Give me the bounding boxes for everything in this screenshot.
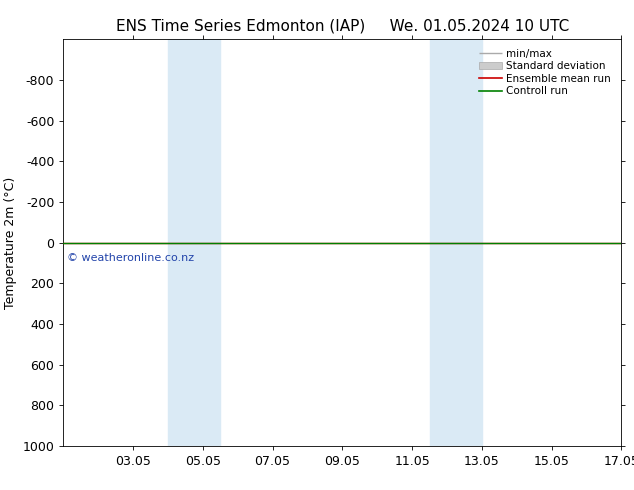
Text: © weatheronline.co.nz: © weatheronline.co.nz bbox=[67, 253, 194, 263]
Y-axis label: Temperature 2m (°C): Temperature 2m (°C) bbox=[4, 176, 17, 309]
Bar bbox=[168, 39, 221, 446]
Bar bbox=[430, 39, 482, 446]
Legend: min/max, Standard deviation, Ensemble mean run, Controll run: min/max, Standard deviation, Ensemble me… bbox=[477, 47, 613, 98]
Title: ENS Time Series Edmonton (IAP)     We. 01.05.2024 10 UTC: ENS Time Series Edmonton (IAP) We. 01.05… bbox=[116, 19, 569, 34]
